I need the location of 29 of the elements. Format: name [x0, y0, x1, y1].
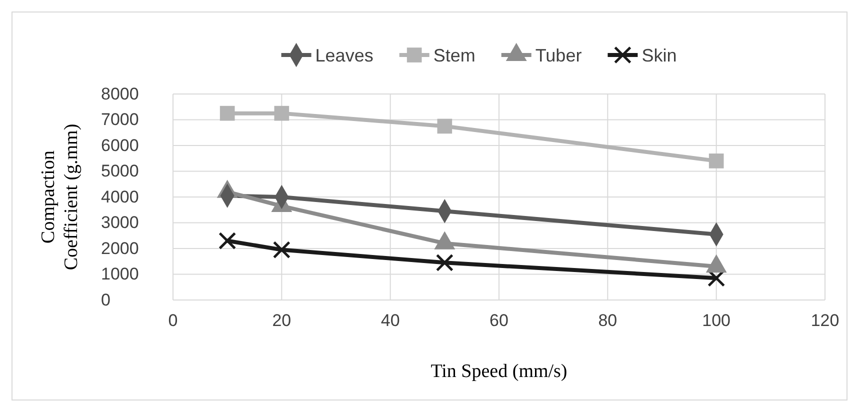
- y-tick-label: 5000: [101, 162, 139, 181]
- x-tick-label: 20: [272, 311, 292, 330]
- y-tick-label: 7000: [101, 110, 139, 130]
- y-tick-label: 3000: [101, 213, 139, 232]
- y-tick-label: 4000: [101, 187, 139, 206]
- legend-label: Tuber: [535, 45, 582, 66]
- x-tick-label: 60: [490, 311, 508, 330]
- point: [437, 118, 452, 134]
- x-tick-label: 80: [598, 311, 618, 330]
- y-tick-label: 0: [101, 290, 110, 310]
- x-tick-label: 120: [810, 311, 840, 330]
- y-axis-title: Compaction Coefficient (g.mm): [38, 124, 82, 270]
- point: [436, 254, 454, 272]
- legend-label: Leaves: [315, 45, 374, 66]
- x-axis-title: Tin Speed (mm/s): [430, 361, 568, 382]
- point: [708, 154, 724, 168]
- point: [218, 232, 236, 250]
- point: [274, 106, 290, 121]
- y-tick-label: 1000: [101, 264, 139, 284]
- y-tick-label: 8000: [101, 84, 139, 104]
- x-tick-label: 100: [702, 311, 731, 330]
- y-tick-label: 6000: [101, 136, 139, 155]
- y-tick-label: 2000: [101, 238, 139, 258]
- legend-label: Skin: [642, 45, 677, 66]
- point: [272, 241, 290, 259]
- x-tick-label: 0: [168, 311, 178, 330]
- point: [220, 106, 235, 121]
- legend-label: Stem: [433, 45, 476, 66]
- x-tick-label: 40: [380, 311, 400, 330]
